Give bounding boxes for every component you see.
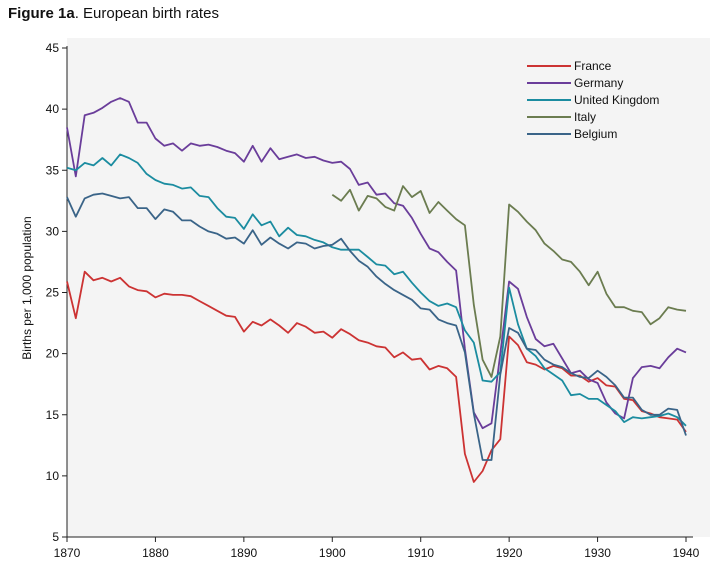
series-line-italy <box>331 185 687 378</box>
chart-legend: France Germany United Kingdom Italy Belgium <box>527 59 659 141</box>
x-tick-label: 1890 <box>231 546 258 560</box>
y-tick-label: 45 <box>46 41 60 55</box>
legend-label-germany: Germany <box>574 76 623 90</box>
series-lines <box>66 97 687 483</box>
x-tick-label: 1920 <box>496 546 523 560</box>
x-tick-label: 1900 <box>319 546 346 560</box>
legend-label-belgium: Belgium <box>574 127 617 141</box>
x-tick-label: 1870 <box>54 546 81 560</box>
x-tick-label: 1880 <box>142 546 169 560</box>
y-tick-label: 20 <box>46 347 60 361</box>
y-tick-label: 40 <box>46 102 60 116</box>
figure-label: Figure 1a <box>8 5 75 22</box>
y-tick-label: 25 <box>46 286 60 300</box>
y-tick-label: 30 <box>46 224 60 238</box>
chart-axes: 5 10 15 20 25 30 35 40 45 1870 1880 1890 1900 1910 192… <box>46 41 700 560</box>
legend-label-france: France <box>574 59 612 73</box>
y-tick-label: 35 <box>46 163 60 177</box>
x-tick-label: 1930 <box>584 546 611 560</box>
series-line-germany <box>66 97 687 430</box>
series-line-united-kingdom <box>66 153 687 427</box>
y-tick-label: 15 <box>46 408 60 422</box>
y-axis-title: Births per 1,000 population <box>20 216 34 359</box>
x-tick-label: 1940 <box>673 546 700 560</box>
figure-caption: . European birth rates <box>74 5 219 22</box>
plot-area-background <box>67 38 710 537</box>
y-tick-label: 5 <box>52 530 59 544</box>
series-line-belgium <box>66 192 687 461</box>
x-tick-label: 1910 <box>407 546 434 560</box>
y-tick-label: 10 <box>46 469 60 483</box>
figure-title: Figure 1a. European birth rates <box>8 5 219 22</box>
legend-label-italy: Italy <box>574 110 596 124</box>
legend-label-united-kingdom: United Kingdom <box>574 93 659 107</box>
